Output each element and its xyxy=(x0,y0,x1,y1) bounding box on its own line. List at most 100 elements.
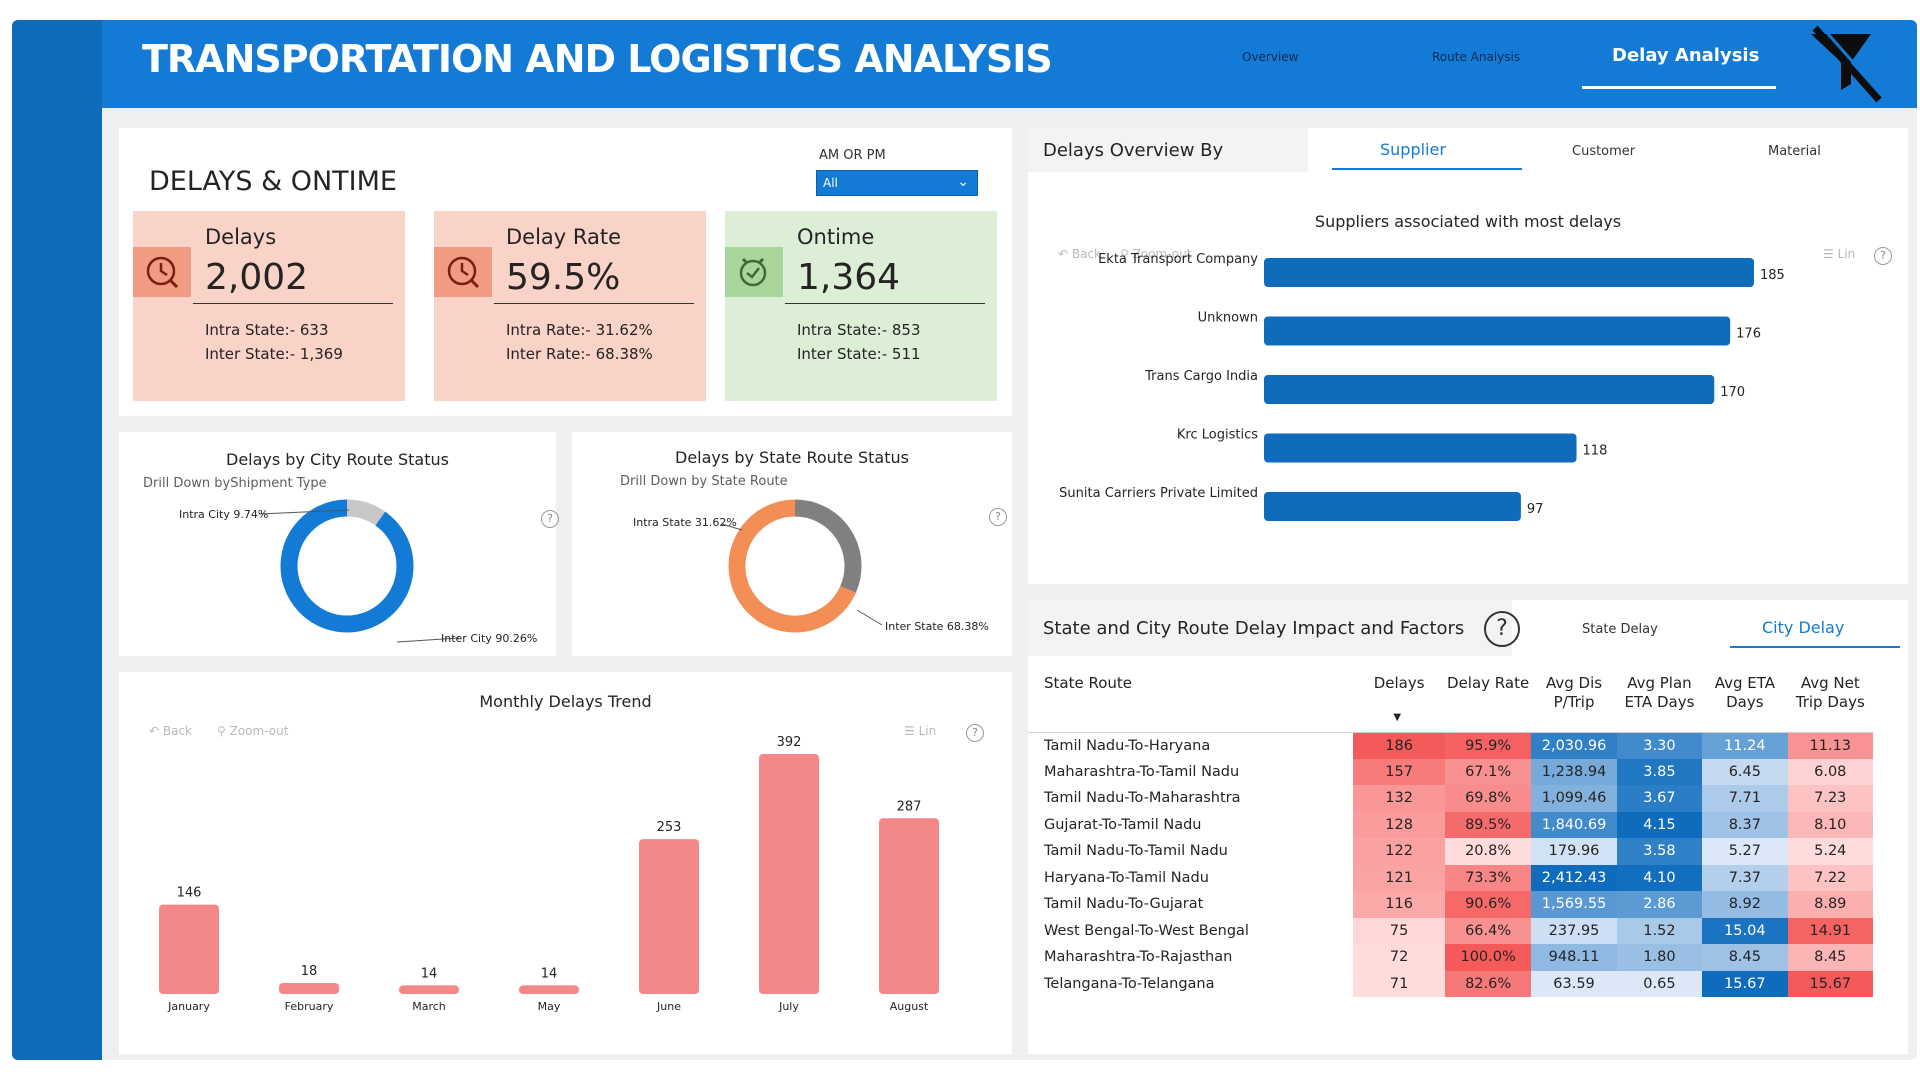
delays-cell: 186 xyxy=(1353,732,1445,759)
nav-overview[interactable]: Overview xyxy=(1242,50,1299,64)
kpi-label: Delay Rate xyxy=(506,225,622,249)
supplier-bar-chart[interactable]: Ekta Transport Company 185 Unknown 176 Trans… xyxy=(1028,128,1908,584)
table-row[interactable]: West Bengal-To-West Bengal 75 66.4% 237.95 1… xyxy=(1028,917,1873,944)
tab-active-underline xyxy=(1730,646,1900,648)
table-row[interactable]: Maharashtra-To-Tamil Nadu 157 67.1% 1,238.9… xyxy=(1028,758,1873,785)
tick-label: Ekta Transport Company xyxy=(1098,252,1258,267)
table-row[interactable]: Gujarat-To-Tamil Nadu 128 89.5% 1,840.69 4.1… xyxy=(1028,811,1873,838)
zoom-out-button[interactable]: ⚲ Zoom-out xyxy=(1120,247,1192,261)
nav-delay-analysis[interactable]: Delay Analysis xyxy=(1612,45,1760,66)
ampm-filter-dropdown[interactable]: All ⌄ xyxy=(816,170,978,196)
data-label: 14 xyxy=(541,966,558,981)
city-donut-chart[interactable] xyxy=(277,496,417,636)
dis-cell: 1,569.55 xyxy=(1531,891,1617,918)
data-label: 176 xyxy=(1736,327,1761,342)
back-button[interactable]: ↶ Back xyxy=(149,724,193,738)
bar[interactable] xyxy=(1264,258,1754,287)
bar[interactable] xyxy=(639,839,699,994)
tick-label: March xyxy=(412,1000,446,1013)
tab-city-delay[interactable]: City Delay xyxy=(1762,618,1845,637)
rate-cell: 20.8% xyxy=(1444,838,1532,865)
column-header[interactable]: Avg ETA Days xyxy=(1714,674,1775,711)
header-bar: TRANSPORTATION AND LOGISTICS ANALYSIS Ov… xyxy=(102,20,1917,108)
tab-customer[interactable]: Customer xyxy=(1572,144,1636,159)
plan-cell: 3.58 xyxy=(1616,838,1703,865)
table-row[interactable]: Tamil Nadu-To-Gujarat 116 90.6% 1,569.55 2.8… xyxy=(1028,891,1873,918)
left-sidebar xyxy=(12,20,102,1060)
monthly-bar-chart[interactable]: 146 January 18 February 14 March 14 May 253 June 3… xyxy=(119,672,1012,1054)
kpi-card-ontime: Ontime 1,364 Intra State:- 853 Inter Sta… xyxy=(725,211,997,401)
ampm-filter-value: All xyxy=(823,176,838,190)
table-row[interactable]: Tamil Nadu-To-Haryana 186 95.9% 2,030.96 3.3… xyxy=(1028,732,1873,759)
bar[interactable] xyxy=(1264,433,1577,463)
tick-label: February xyxy=(285,1000,334,1013)
eta-cell: 8.37 xyxy=(1702,811,1788,838)
kpi-value: 1,364 xyxy=(797,257,901,298)
chart-title: Suppliers associated with most delays xyxy=(1314,212,1622,231)
help-icon[interactable]: ? xyxy=(1484,611,1520,647)
table-row[interactable]: Tamil Nadu-To-Maharashtra 132 69.8% 1,099.4… xyxy=(1028,785,1873,812)
delays-cell: 132 xyxy=(1353,785,1445,812)
column-header[interactable]: Avg Plan ETA Days xyxy=(1624,674,1695,711)
state-donut-chart[interactable] xyxy=(725,496,865,636)
help-icon[interactable]: ? xyxy=(989,508,1007,526)
delays-cell: 116 xyxy=(1353,891,1445,918)
truck-slash-icon xyxy=(1811,25,1885,103)
donut-slice-intra-city[interactable] xyxy=(346,499,386,526)
tab-material[interactable]: Material xyxy=(1768,144,1821,159)
tick-label: Unknown xyxy=(1198,311,1258,326)
help-icon[interactable]: ? xyxy=(966,724,984,742)
kpi-detail: Inter State:- 1,369 xyxy=(205,345,343,363)
donut-label: Inter City 90.26% xyxy=(441,632,538,645)
net-cell: 8.45 xyxy=(1787,944,1873,971)
donut-slice-intra-state[interactable] xyxy=(794,499,862,593)
net-cell: 15.67 xyxy=(1787,970,1873,997)
nav-route-analysis[interactable]: Route Analysis xyxy=(1432,50,1521,64)
column-header[interactable]: State Route xyxy=(1044,674,1133,692)
alarm-clock-icon xyxy=(725,247,783,297)
help-icon[interactable]: ? xyxy=(1874,247,1892,265)
tab-state-delay[interactable]: State Delay xyxy=(1582,622,1658,637)
back-button[interactable]: ↶ Back xyxy=(1058,247,1102,261)
kpi-label: Delays xyxy=(205,225,277,249)
net-cell: 7.22 xyxy=(1787,864,1873,891)
table-row[interactable]: Telangana-To-Telangana 71 82.6% 63.59 0.65 15… xyxy=(1028,970,1873,997)
column-header[interactable]: Avg Dis P/Trip xyxy=(1545,674,1603,711)
tab-supplier[interactable]: Supplier xyxy=(1380,140,1446,159)
sort-desc-icon: ▼ xyxy=(1393,712,1402,723)
bar[interactable] xyxy=(759,754,819,994)
column-header[interactable]: Avg Net Trip Days xyxy=(1795,674,1865,711)
bar[interactable] xyxy=(879,818,939,994)
route-cell: Maharashtra-To-Rajasthan xyxy=(1044,949,1233,966)
rate-cell: 66.4% xyxy=(1444,917,1532,944)
bar[interactable] xyxy=(399,985,459,994)
lin-toggle[interactable]: ☰ Lin xyxy=(904,724,937,738)
column-header[interactable]: Delays ▼ xyxy=(1353,674,1445,732)
table-body: Tamil Nadu-To-Haryana 186 95.9% 2,030.96 3.3… xyxy=(1028,732,1873,997)
help-icon[interactable]: ? xyxy=(541,510,559,528)
bar[interactable] xyxy=(519,985,579,994)
table-row[interactable]: Tamil Nadu-To-Tamil Nadu 122 20.8% 179.96 3.… xyxy=(1028,838,1873,865)
kpi-card-delays: Delays 2,002 Intra State:- 633 Inter Sta… xyxy=(133,211,405,401)
eta-cell: 5.27 xyxy=(1702,838,1788,865)
table-row[interactable]: Haryana-To-Tamil Nadu 121 73.3% 2,412.43 4.1… xyxy=(1028,864,1873,891)
route-cell: Telangana-To-Telangana xyxy=(1044,975,1215,992)
delays-overview-panel: Delays Overview By Supplier Customer Mat… xyxy=(1028,128,1908,584)
bar[interactable] xyxy=(1264,375,1715,404)
zoom-out-button[interactable]: ⚲ Zoom-out xyxy=(217,724,289,738)
column-header[interactable]: Delay Rate xyxy=(1447,674,1530,692)
bar[interactable] xyxy=(1264,492,1521,521)
tab-active-underline xyxy=(1332,168,1522,170)
rate-cell: 67.1% xyxy=(1444,758,1532,785)
section-title: State and City Route Delay Impact and Fa… xyxy=(1043,618,1465,639)
net-cell: 8.10 xyxy=(1787,811,1873,838)
donut-slice-inter-city[interactable] xyxy=(280,499,414,633)
donut-slice-inter-state[interactable] xyxy=(728,499,856,633)
table-row[interactable]: Maharashtra-To-Rajasthan 72 100.0% 948.11 1.… xyxy=(1028,944,1873,971)
bar[interactable] xyxy=(159,904,219,994)
bar[interactable] xyxy=(1264,316,1731,346)
lin-toggle[interactable]: ☰ Lin xyxy=(1823,247,1856,261)
bar[interactable] xyxy=(279,982,339,994)
tick-label: Sunita Carriers Private Limited xyxy=(1059,486,1258,501)
plan-cell: 2.86 xyxy=(1616,891,1703,918)
